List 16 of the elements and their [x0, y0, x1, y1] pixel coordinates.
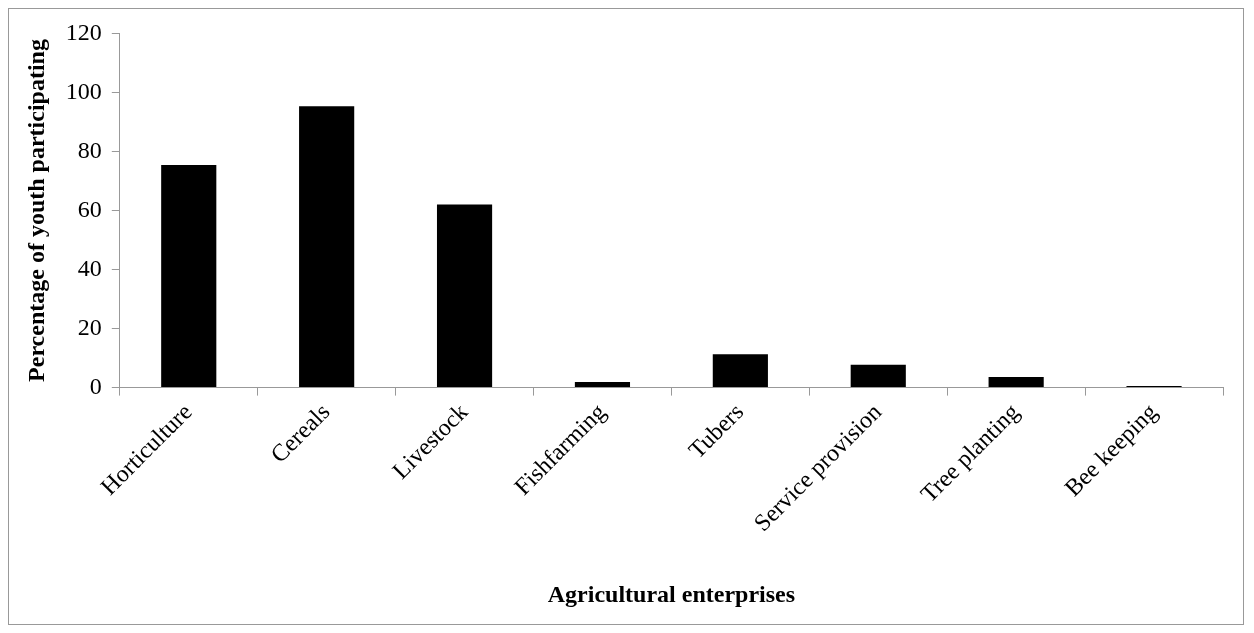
bar	[988, 376, 1044, 388]
y-tick-label: 40	[77, 254, 102, 281]
y-tick-label: 60	[77, 195, 102, 222]
bar	[161, 165, 217, 388]
y-axis-title: Percentage of youth participating	[22, 39, 49, 382]
y-tick-label: 80	[77, 136, 102, 163]
y-tick-label: 20	[77, 313, 102, 340]
y-tick-label: 120	[65, 18, 102, 45]
y-tick-label: 0	[89, 372, 102, 399]
bar	[299, 106, 355, 388]
x-axis-title: Agricultural enterprises	[547, 580, 796, 607]
bar	[712, 354, 768, 388]
bar	[574, 381, 631, 388]
bar	[850, 364, 906, 388]
bar	[436, 204, 493, 388]
y-tick-label: 100	[65, 77, 102, 104]
